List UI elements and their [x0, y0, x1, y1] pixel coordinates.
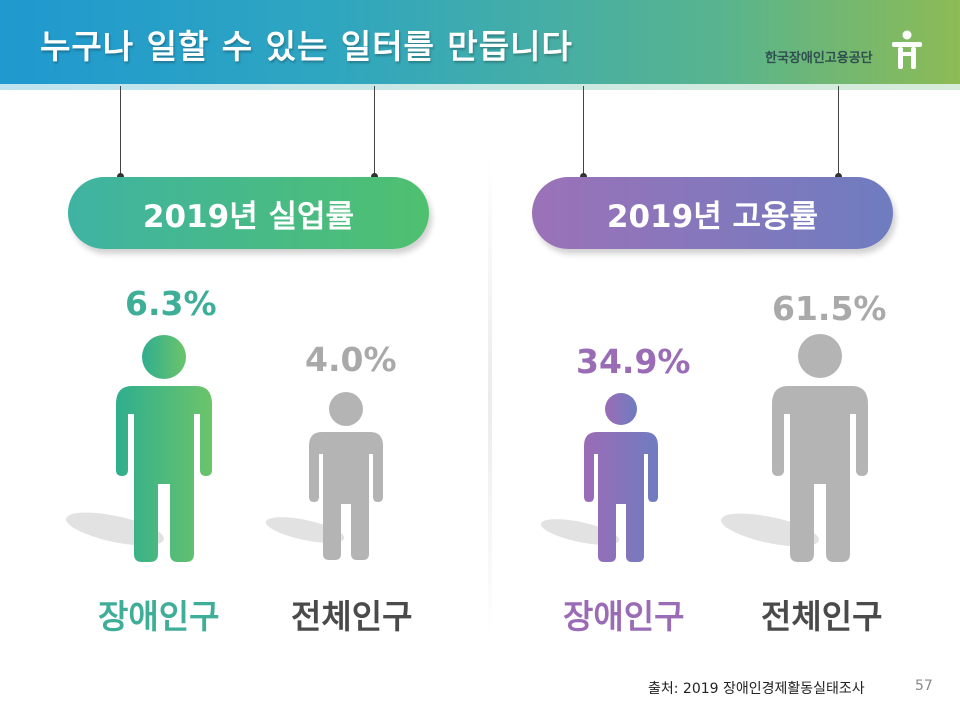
person-icon [721, 334, 868, 562]
total-unemployment-rate: 4.0% [305, 340, 397, 379]
hang-line [583, 86, 584, 177]
logo-icon [892, 30, 922, 69]
page-title: 누구나 일할 수 있는 일터를 만듭니다 [40, 27, 573, 66]
source-note: 출처: 2019 장애인경제활동실태조사 [648, 681, 865, 697]
header-underline [0, 84, 960, 90]
person-icon [265, 392, 383, 560]
group-label-disabled: 장애인구 [98, 597, 220, 636]
person-icon [540, 393, 658, 562]
person-icon [66, 335, 212, 562]
header-bar [0, 0, 960, 84]
group-label-disabled: 장애인구 [563, 597, 685, 636]
panel-divider [488, 155, 492, 640]
group-label-total: 전체인구 [761, 597, 883, 636]
disabled-unemployment-rate: 6.3% [125, 284, 217, 323]
disabled-employment-rate: 34.9% [576, 342, 691, 381]
hang-dot [835, 173, 842, 180]
hang-line [120, 86, 121, 177]
hang-line [374, 86, 375, 177]
page-number: 57 [915, 678, 933, 694]
org-name: 한국장애인고용공단 [765, 51, 873, 66]
hang-dot [117, 173, 124, 180]
total-employment-rate: 61.5% [772, 289, 887, 328]
hang-line [838, 86, 839, 177]
unemployment-heading: 2019년 실업률 [68, 177, 429, 249]
hang-dot [371, 173, 378, 180]
hang-dot [580, 173, 587, 180]
group-label-total: 전체인구 [291, 597, 413, 636]
employment-heading: 2019년 고용률 [532, 177, 893, 249]
